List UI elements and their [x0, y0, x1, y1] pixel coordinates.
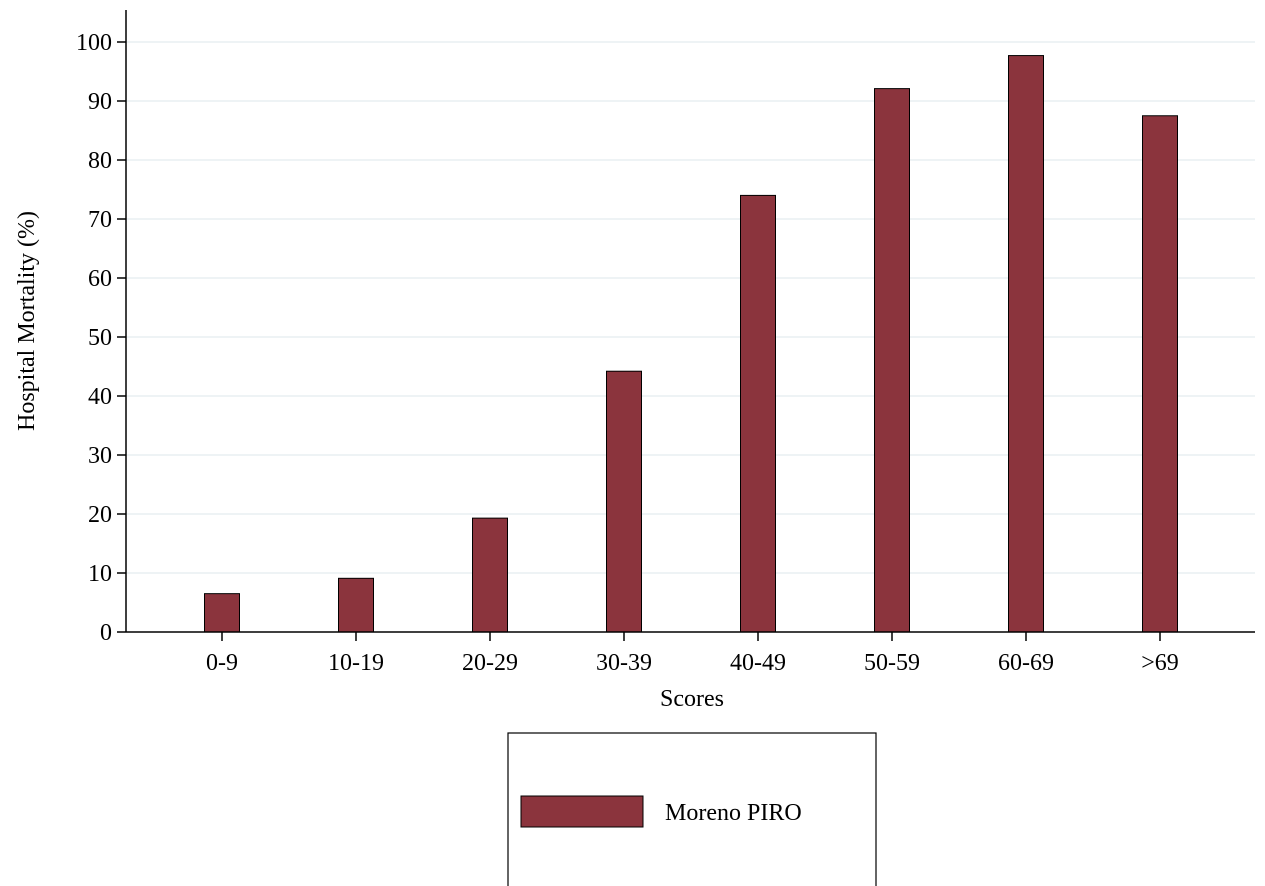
x-tick-label: >69: [1141, 650, 1179, 676]
y-tick-label: 30: [88, 443, 112, 469]
gridlines: [126, 41, 1255, 574]
bar: [874, 88, 910, 633]
y-tick-label: 80: [88, 148, 112, 174]
bar: [204, 593, 240, 633]
y-tick-label: 50: [88, 325, 112, 351]
x-axis-title: Scores: [660, 686, 724, 712]
bar: [606, 370, 642, 633]
y-tick-label: 100: [76, 30, 112, 56]
x-axis-ticks: 0-9 10-19 20-29 30-39 40-49 50-59 60-69 >69: [206, 632, 1179, 676]
y-tick-label: 20: [88, 502, 112, 528]
x-tick-label: 60-69: [998, 650, 1054, 676]
y-tick-label: 40: [88, 384, 112, 410]
bar: [1142, 115, 1178, 633]
bar: [1008, 55, 1044, 633]
y-axis-ticks: 0 10 20 30 40 50 60 70 80 90 100: [76, 30, 126, 646]
y-tick-label: 60: [88, 266, 112, 292]
bars: [204, 55, 1178, 633]
bar: [472, 517, 508, 633]
y-tick-label: 10: [88, 561, 112, 587]
y-tick-label: 90: [88, 89, 112, 115]
y-tick-label: 70: [88, 207, 112, 233]
x-tick-label: 0-9: [206, 650, 238, 676]
x-tick-label: 40-49: [730, 650, 786, 676]
x-tick-label: 50-59: [864, 650, 920, 676]
x-tick-label: 20-29: [462, 650, 518, 676]
bar: [740, 194, 776, 633]
legend-label: Moreno PIRO: [665, 800, 802, 826]
x-tick-label: 30-39: [596, 650, 652, 676]
y-axis-title: Hospital Mortality (%): [14, 211, 40, 431]
x-tick-label: 10-19: [328, 650, 384, 676]
bar: [338, 577, 374, 633]
legend-swatch: [520, 795, 644, 828]
legend: Moreno PIRO: [507, 732, 877, 886]
y-tick-label: 0: [100, 620, 112, 646]
